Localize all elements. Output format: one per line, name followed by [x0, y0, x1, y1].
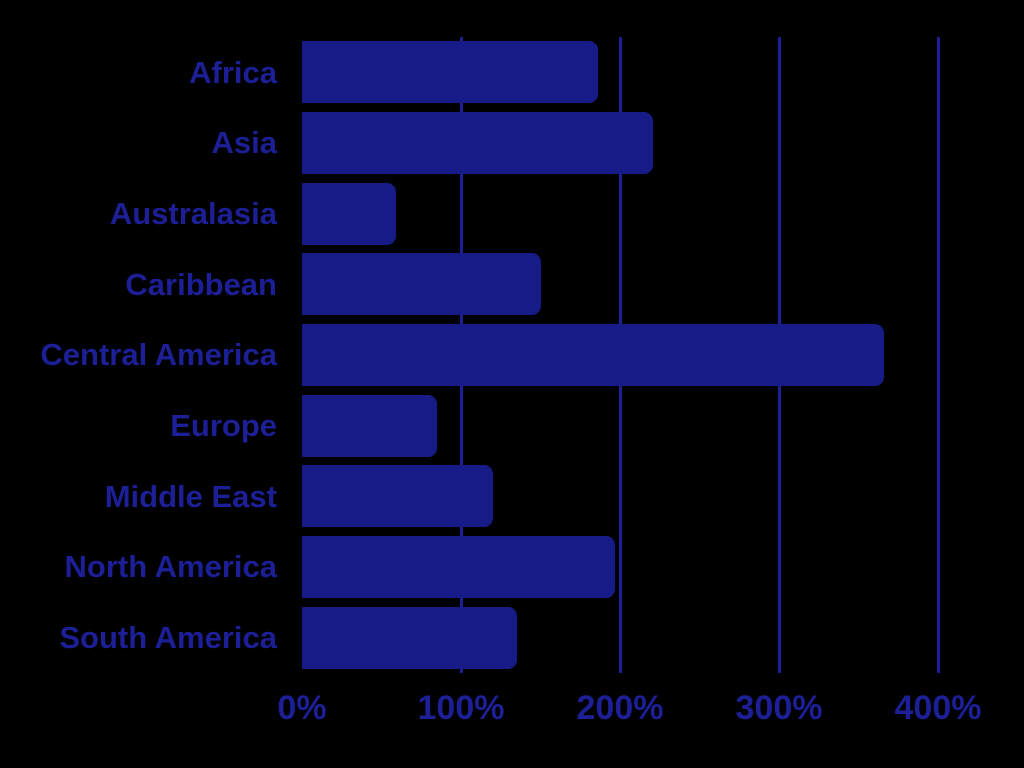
- bar-row-central-america: [302, 320, 1014, 391]
- category-label-africa: Africa: [189, 54, 277, 90]
- bar-australasia: [302, 182, 396, 245]
- label-row-south-america: South America: [0, 602, 277, 673]
- category-label-caribbean: Caribbean: [125, 266, 277, 302]
- category-label-central-america: Central America: [40, 337, 277, 373]
- label-row-europe: Europe: [0, 390, 277, 461]
- bar-europe: [302, 394, 438, 457]
- x-axis: 0% 100% 200% 300% 400%: [277, 689, 1014, 735]
- category-label-north-america: North America: [64, 549, 277, 585]
- x-tick-label-300%: 300%: [735, 689, 823, 727]
- bar-row-south-america: [302, 602, 1014, 673]
- bar-row-north-america: [302, 532, 1014, 603]
- bar-row-australasia: [302, 178, 1014, 249]
- bar-row-europe: [302, 390, 1014, 461]
- bar-row-asia: [302, 108, 1014, 179]
- bar-asia: [302, 111, 654, 174]
- label-row-africa: Africa: [0, 37, 277, 108]
- label-row-australasia: Australasia: [0, 178, 277, 249]
- label-row-middle-east: Middle East: [0, 461, 277, 532]
- label-row-north-america: North America: [0, 532, 277, 603]
- category-label-middle-east: Middle East: [104, 478, 277, 514]
- bar-south-america: [302, 606, 517, 669]
- category-label-asia: Asia: [211, 125, 277, 161]
- bar-row-africa: [302, 37, 1014, 108]
- x-tick-label-200%: 200%: [576, 689, 664, 727]
- gridline-400%: [937, 37, 940, 673]
- label-row-asia: Asia: [0, 108, 277, 179]
- x-tick-label-0%: 0%: [277, 689, 327, 727]
- label-row-caribbean: Caribbean: [0, 249, 277, 320]
- category-label-europe: Europe: [170, 408, 277, 444]
- x-tick-label-400%: 400%: [894, 689, 982, 727]
- category-label-australasia: Australasia: [109, 196, 277, 232]
- x-tick-label-100%: 100%: [417, 689, 505, 727]
- bar-row-middle-east: [302, 461, 1014, 532]
- label-row-central-america: Central America: [0, 320, 277, 391]
- bar-row-caribbean: [302, 249, 1014, 320]
- category-labels: Africa Asia Australasia Caribbean Central Am…: [0, 37, 277, 673]
- bar-africa: [302, 41, 598, 104]
- bar-central-america: [302, 323, 884, 386]
- bar-middle-east: [302, 465, 493, 528]
- category-label-south-america: South America: [59, 620, 277, 656]
- bars-area: [302, 37, 1014, 673]
- bar-north-america: [302, 535, 616, 598]
- bar-caribbean: [302, 253, 541, 316]
